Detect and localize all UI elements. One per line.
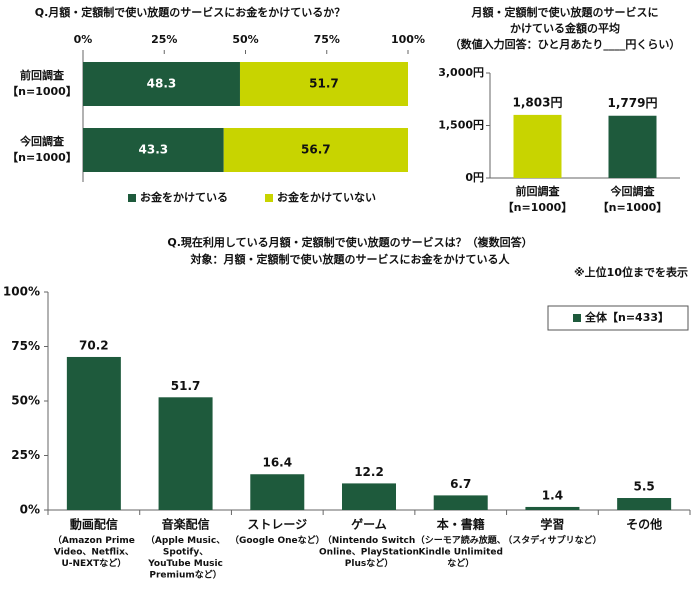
chart-title: Q.現在利用している月額・定額制で使い放題のサービスは？（複数回答） [167,235,532,249]
legend-label: 全体【n=433】 [584,310,669,324]
value-label: 43.3 [139,143,169,157]
value-label: 51.7 [171,379,201,393]
x-tick-label: 0% [74,33,93,46]
chart-title: （数値入力回答：ひと月あたり____円くらい） [450,37,681,51]
category-label: その他 [626,517,662,532]
y-tick-label: 3,000円 [438,66,484,79]
value-label: 56.7 [301,143,331,157]
bar [608,115,657,178]
legend-swatch [573,314,581,322]
category-label: Kindle Unlimited [418,548,502,558]
y-tick-label: 1,500円 [438,119,484,132]
bar [513,114,562,178]
category-label: 前回調査 [516,184,560,198]
bar-segment [83,62,240,106]
category-label: Premiumなど） [149,569,221,581]
legend-box [547,305,689,331]
chart-title: 月額・定額制で使い放題のサービスに [471,5,659,19]
category-label: Plusなど） [345,557,393,569]
category-label: 学習 [540,517,564,532]
x-tick-label: 100% [391,33,425,46]
category-label: （スタディサプリなど） [503,534,601,546]
category-label: 動画配信 [70,517,118,532]
value-label: 6.7 [450,477,471,491]
category-label: （Amazon Prime [53,535,135,546]
category-label: Spotify、 [163,548,208,558]
category-label: ストレージ [247,518,307,532]
category-label: 今回調査 [610,184,655,198]
value-label: 51.7 [309,77,339,91]
legend-label: お金をかけていない [277,190,376,204]
category-label: ゲーム [351,517,387,532]
note: ※上位10位までを表示 [574,265,688,279]
bar [433,495,488,510]
y-tick-label: 0円 [465,171,484,184]
value-label: 5.5 [634,480,655,494]
value-label: 48.3 [147,77,177,91]
value-label: 1,779円 [608,96,658,110]
category-label: 音楽配信 [162,517,210,532]
bar [158,397,213,510]
bar [250,474,305,510]
value-label: 16.4 [262,456,292,470]
category-label: YouTube Music [147,559,223,569]
chart-title: Q.月額・定額制で使い放題のサービスにお金をかけているか？ [35,5,346,19]
value-label: 1.4 [542,488,563,502]
category-label: Online、PlayStation [319,548,419,558]
x-tick-label: 75% [314,33,340,46]
category-label: 本・書籍 [437,517,485,532]
category-label: 前回調査 [20,68,64,82]
category-label: Video、Netflix、 [54,548,134,558]
category-label: 【n=1000】 [503,201,573,214]
value-label: 1,803円 [513,95,563,109]
bar [525,506,580,510]
category-label: U-NEXTなど） [61,557,126,569]
bar [66,356,121,510]
legend-swatch [265,194,273,202]
y-tick-label: 100% [3,285,40,299]
category-label: （Apple Music、 [146,535,225,546]
category-label: 今回調査 [19,134,64,148]
y-tick-label: 50% [11,394,40,408]
legend-label: お金をかけている [140,190,228,204]
y-tick-label: 25% [11,448,40,462]
category-label: 【n=1000】 [598,201,668,214]
category-label: （Google Oneなど） [230,534,325,546]
x-tick-label: 25% [151,33,177,46]
y-tick-label: 75% [11,339,40,353]
bar-segment [83,128,224,172]
y-tick-label: 0% [20,503,40,517]
value-label: 12.2 [354,465,384,479]
x-tick-label: 50% [232,33,258,46]
value-label: 70.2 [79,338,109,352]
category-label: 【n=1000】 [7,85,77,98]
category-label: 【n=1000】 [7,151,77,164]
bar [342,483,396,510]
category-label: など） [447,557,474,569]
bar [617,498,672,510]
chart-title: かけている金額の平均 [510,21,620,35]
category-label: （シーモア読み放題、 [416,534,506,546]
bar-segment [239,62,408,106]
bar-segment [223,128,408,172]
chart-title: 対象：月額・定額制で使い放題のサービスにお金をかけている人 [190,252,511,266]
legend-swatch [128,194,136,202]
category-label: （Nintendo Switch [323,535,416,546]
